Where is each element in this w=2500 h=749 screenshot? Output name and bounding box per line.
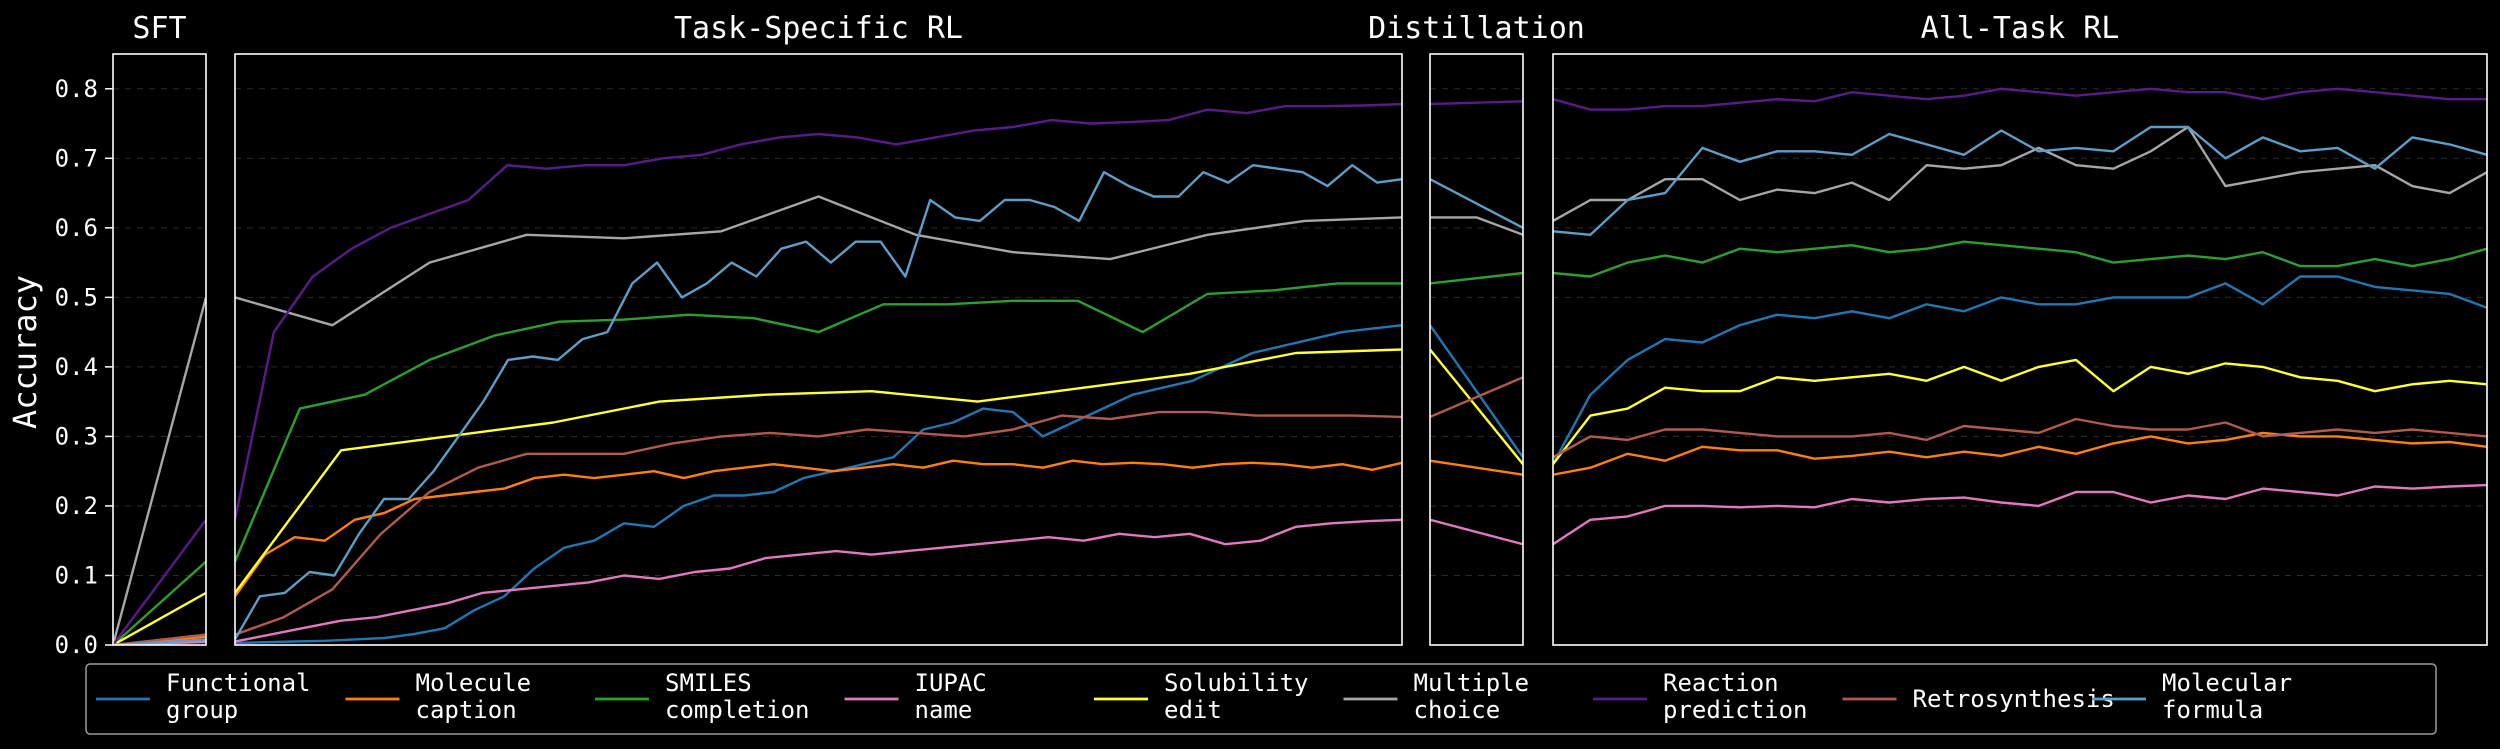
panel-lines <box>1553 87 2487 546</box>
series-line-mch-distill <box>1430 216 1523 236</box>
series-line-fg-tsrl <box>235 324 1402 645</box>
series-line-sc-tsrl <box>235 282 1402 563</box>
y-tick-label: 0.1 <box>55 561 98 589</box>
series-line-fg-distill <box>1430 324 1523 458</box>
legend-label-line2: caption <box>416 696 517 724</box>
legend-label-line2: completion <box>665 696 810 724</box>
legend-label-line1: SMILES <box>665 669 752 697</box>
y-axis-label: Accuracy <box>6 275 44 429</box>
series-line-sc-allrl <box>1553 240 2487 278</box>
legend-label-line1: Molecular <box>2162 669 2292 697</box>
panel-lines <box>235 102 1402 645</box>
series-line-se-distill <box>1430 348 1523 465</box>
y-tick-label: 0.5 <box>55 283 98 311</box>
legend-label-line2: name <box>915 696 973 724</box>
series-line-rp-distill <box>1430 100 1523 106</box>
panel-lines <box>1430 100 1523 546</box>
panel-distill: Distillation <box>1368 11 1585 646</box>
series-line-iu-distill <box>1430 518 1523 546</box>
series-line-mch-sft <box>113 297 206 645</box>
y-tick-label: 0.3 <box>55 422 98 450</box>
series-line-se-allrl <box>1553 358 2487 465</box>
series-line-rs-allrl <box>1553 417 2487 459</box>
y-tick-label: 0.2 <box>55 492 98 520</box>
series-line-rs-tsrl <box>235 410 1402 636</box>
series-line-mc-distill <box>1430 459 1523 476</box>
panel-sft: SFT <box>112 11 207 646</box>
panel-tsrl: Task-Specific RL <box>234 11 1403 646</box>
legend-label-line2: choice <box>1414 696 1501 724</box>
series-line-rp-allrl <box>1553 87 2487 111</box>
series-line-mch-allrl <box>1553 125 2487 222</box>
legend-label-line1: IUPAC <box>915 669 987 697</box>
series-line-mch-tsrl <box>235 195 1402 327</box>
y-tick-label: 0.8 <box>55 75 98 103</box>
y-tick-label: 0.6 <box>55 214 98 242</box>
panel-title: SFT <box>132 11 186 46</box>
series-line-rp-tsrl <box>235 102 1402 521</box>
legend-label-line2: formula <box>2162 696 2263 724</box>
legend-label-line2: edit <box>1164 696 1222 724</box>
series-line-mf-sft <box>113 638 206 645</box>
series-line-fg-allrl <box>1553 275 2487 465</box>
series-line-rs-distill <box>1430 376 1523 419</box>
legend-label-line1: Functional <box>166 669 311 697</box>
series-line-mf-allrl <box>1553 125 2487 237</box>
legend-label-line2: prediction <box>1663 696 1808 724</box>
series-line-mc-allrl <box>1553 431 2487 476</box>
panel-allrl: All-Task RL <box>1552 11 2488 646</box>
panel-title: Distillation <box>1368 11 1585 46</box>
y-tick-label: 0.0 <box>55 631 98 659</box>
legend-label-line1: Multiple <box>1414 669 1530 697</box>
panel-title: Task-Specific RL <box>674 11 963 46</box>
y-tick-label: 0.4 <box>55 353 98 381</box>
series-line-iu-tsrl <box>235 518 1402 643</box>
legend-label-line1: Molecule <box>416 669 532 697</box>
legend-frame <box>85 663 2437 735</box>
series-line-rp-sft <box>113 519 206 645</box>
series-line-iu-allrl <box>1553 483 2487 546</box>
y-tick-label: 0.7 <box>55 144 98 172</box>
panel-frame <box>112 53 207 646</box>
series-line-se-sft <box>113 591 206 645</box>
series-line-mf-distill <box>1430 178 1523 229</box>
y-ticks: 0.0 0.1 0.2 0.3 0.4 0.5 0.6 0.7 0.8 <box>55 75 113 659</box>
panel-frame <box>234 53 1403 646</box>
series-line-sc-sft <box>113 560 206 645</box>
panels: 0.0 0.1 0.2 0.3 0.4 0.5 0.6 0.7 0.8 SFT Task-Speci… <box>55 11 2488 659</box>
legend-label-line1: Solubility <box>1164 669 1309 697</box>
legend-label-line2: group <box>166 696 238 724</box>
series-line-mf-tsrl <box>235 163 1402 640</box>
legend-item-rs: Retrosynthesis <box>1842 685 2115 713</box>
panel-frame <box>1552 53 2488 646</box>
legend-label-line1: Retrosynthesis <box>1913 685 2115 713</box>
series-line-mc-tsrl <box>235 459 1402 597</box>
panel-title: All-Task RL <box>1921 11 2120 46</box>
series-line-sc-distill <box>1430 271 1523 285</box>
panel-frame <box>1429 53 1524 646</box>
legend-label-line1: Reaction <box>1663 669 1779 697</box>
series-line-se-tsrl <box>235 348 1402 594</box>
